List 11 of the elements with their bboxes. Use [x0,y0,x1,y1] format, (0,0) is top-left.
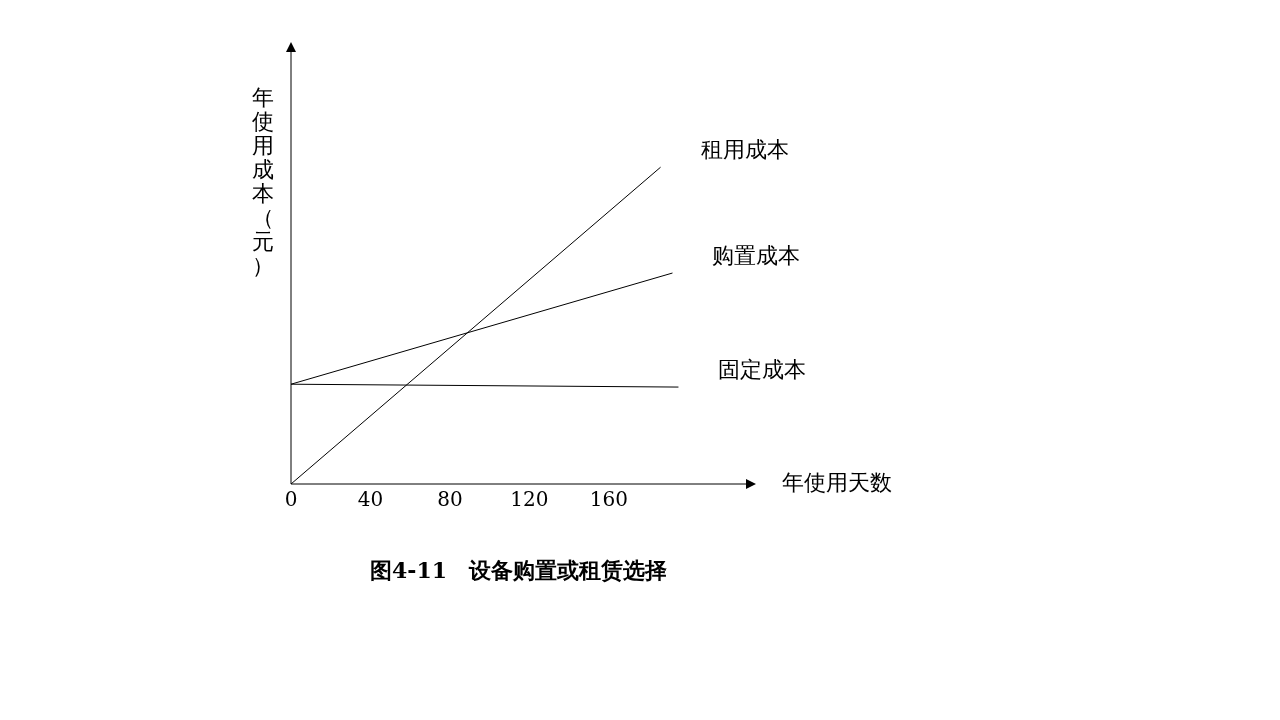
series-label: 固定成本 [718,357,807,383]
x-axis-title: 年使用天数 [782,469,892,497]
x-tick-label: 120 [510,487,549,512]
series-label: 购置成本 [712,243,801,269]
x-tick-label: 80 [437,487,463,512]
text: 图4-11 设备购置或租赁选择 [370,556,668,585]
y-axis-title: 年使用成本（元） [251,85,275,278]
x-tick-label: 40 [357,487,384,512]
x-tick-label: 160 [589,487,629,512]
series-label: 租用成本 [700,137,789,163]
x-tick-label: 0 [284,487,298,512]
